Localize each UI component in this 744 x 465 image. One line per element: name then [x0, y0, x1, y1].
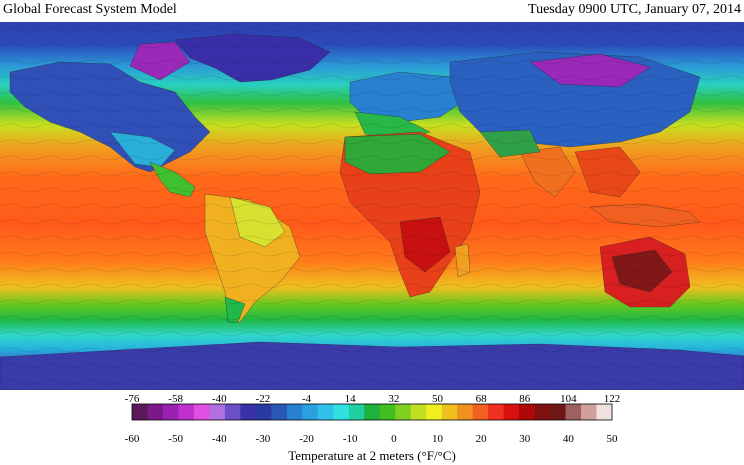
legend-color-swatch [503, 404, 520, 420]
legend-color-swatch [565, 404, 582, 420]
fahrenheit-tick-label: -22 [256, 393, 271, 405]
legend-color-swatch [317, 404, 334, 420]
celsius-tick-label: -20 [299, 433, 314, 445]
fahrenheit-tick-label: -76 [125, 393, 140, 405]
celsius-tick-label: 30 [519, 433, 531, 445]
legend-color-swatch [271, 404, 288, 420]
legend-color-swatch [286, 404, 303, 420]
legend-color-swatch [596, 404, 613, 420]
legend-color-swatch [224, 404, 241, 420]
legend-color-swatch [457, 404, 474, 420]
legend-color-swatch [348, 404, 365, 420]
temperature-map [0, 22, 744, 390]
legend-color-swatch [379, 404, 396, 420]
legend-color-swatch [441, 404, 458, 420]
celsius-tick-label: -50 [168, 433, 183, 445]
legend-svg: -76 -58 -40 -22 -4 14 32 50 68 86 104 122 -60 -50 -40 -… [125, 393, 621, 445]
legend-color-swatch [364, 404, 381, 420]
celsius-tick-label: 20 [476, 433, 488, 445]
fahrenheit-tick-label: 50 [432, 393, 444, 405]
celsius-tick-label: 0 [391, 433, 397, 445]
fahrenheit-tick-label: 68 [476, 393, 488, 405]
fahrenheit-tick-label: 32 [388, 393, 399, 405]
legend-color-swatch [209, 404, 226, 420]
legend-color-swatch [488, 404, 505, 420]
legend-color-swatch [395, 404, 412, 420]
legend-color-swatch [333, 404, 350, 420]
legend-color-swatch [472, 404, 489, 420]
forecast-timestamp: Tuesday 0900 UTC, January 07, 2014 [528, 2, 741, 17]
temperature-legend: -76 -58 -40 -22 -4 14 32 50 68 86 104 122 -60 -50 -40 -… [0, 392, 744, 465]
legend-color-swatch [302, 404, 319, 420]
fahrenheit-tick-label: -58 [168, 393, 183, 405]
legend-label: Temperature at 2 meters (°F/°C) [288, 448, 456, 463]
legend-color-swatch [550, 404, 567, 420]
legend-color-swatch [534, 404, 551, 420]
fahrenheit-tick-label: 86 [519, 393, 531, 405]
legend-color-swatch [147, 404, 164, 420]
fahrenheit-tick-label: 122 [604, 393, 621, 405]
legend-bar-frame [131, 403, 613, 421]
legend-color-swatch [519, 404, 536, 420]
celsius-tick-label: 50 [607, 433, 619, 445]
celsius-tick-label: -10 [343, 433, 358, 445]
legend-color-swatch [426, 404, 443, 420]
legend-color-swatch [132, 404, 148, 420]
fahrenheit-tick-label: -40 [212, 393, 227, 405]
legend-color-swatch [162, 404, 179, 420]
header: Global Forecast System Model Tuesday 090… [0, 0, 744, 22]
legend-color-swatch [410, 404, 427, 420]
celsius-tick-label: 40 [563, 433, 575, 445]
legend-color-swatch [178, 404, 195, 420]
wind-streamlines [0, 22, 744, 390]
fahrenheit-tick-label: 14 [345, 393, 357, 405]
legend-color-swatch [581, 404, 598, 420]
celsius-tick-label: -60 [125, 433, 140, 445]
legend-color-swatch [255, 404, 272, 420]
fahrenheit-tick-label: -4 [302, 393, 312, 405]
celsius-tick-label: -30 [256, 433, 271, 445]
celsius-tick-label: -40 [212, 433, 227, 445]
temperature-map-svg [0, 22, 744, 390]
legend-color-swatch [193, 404, 210, 420]
celsius-tick-label: 10 [432, 433, 444, 445]
legend-color-swatch [240, 404, 257, 420]
fahrenheit-tick-label: 104 [560, 393, 577, 405]
model-title: Global Forecast System Model [3, 2, 177, 17]
